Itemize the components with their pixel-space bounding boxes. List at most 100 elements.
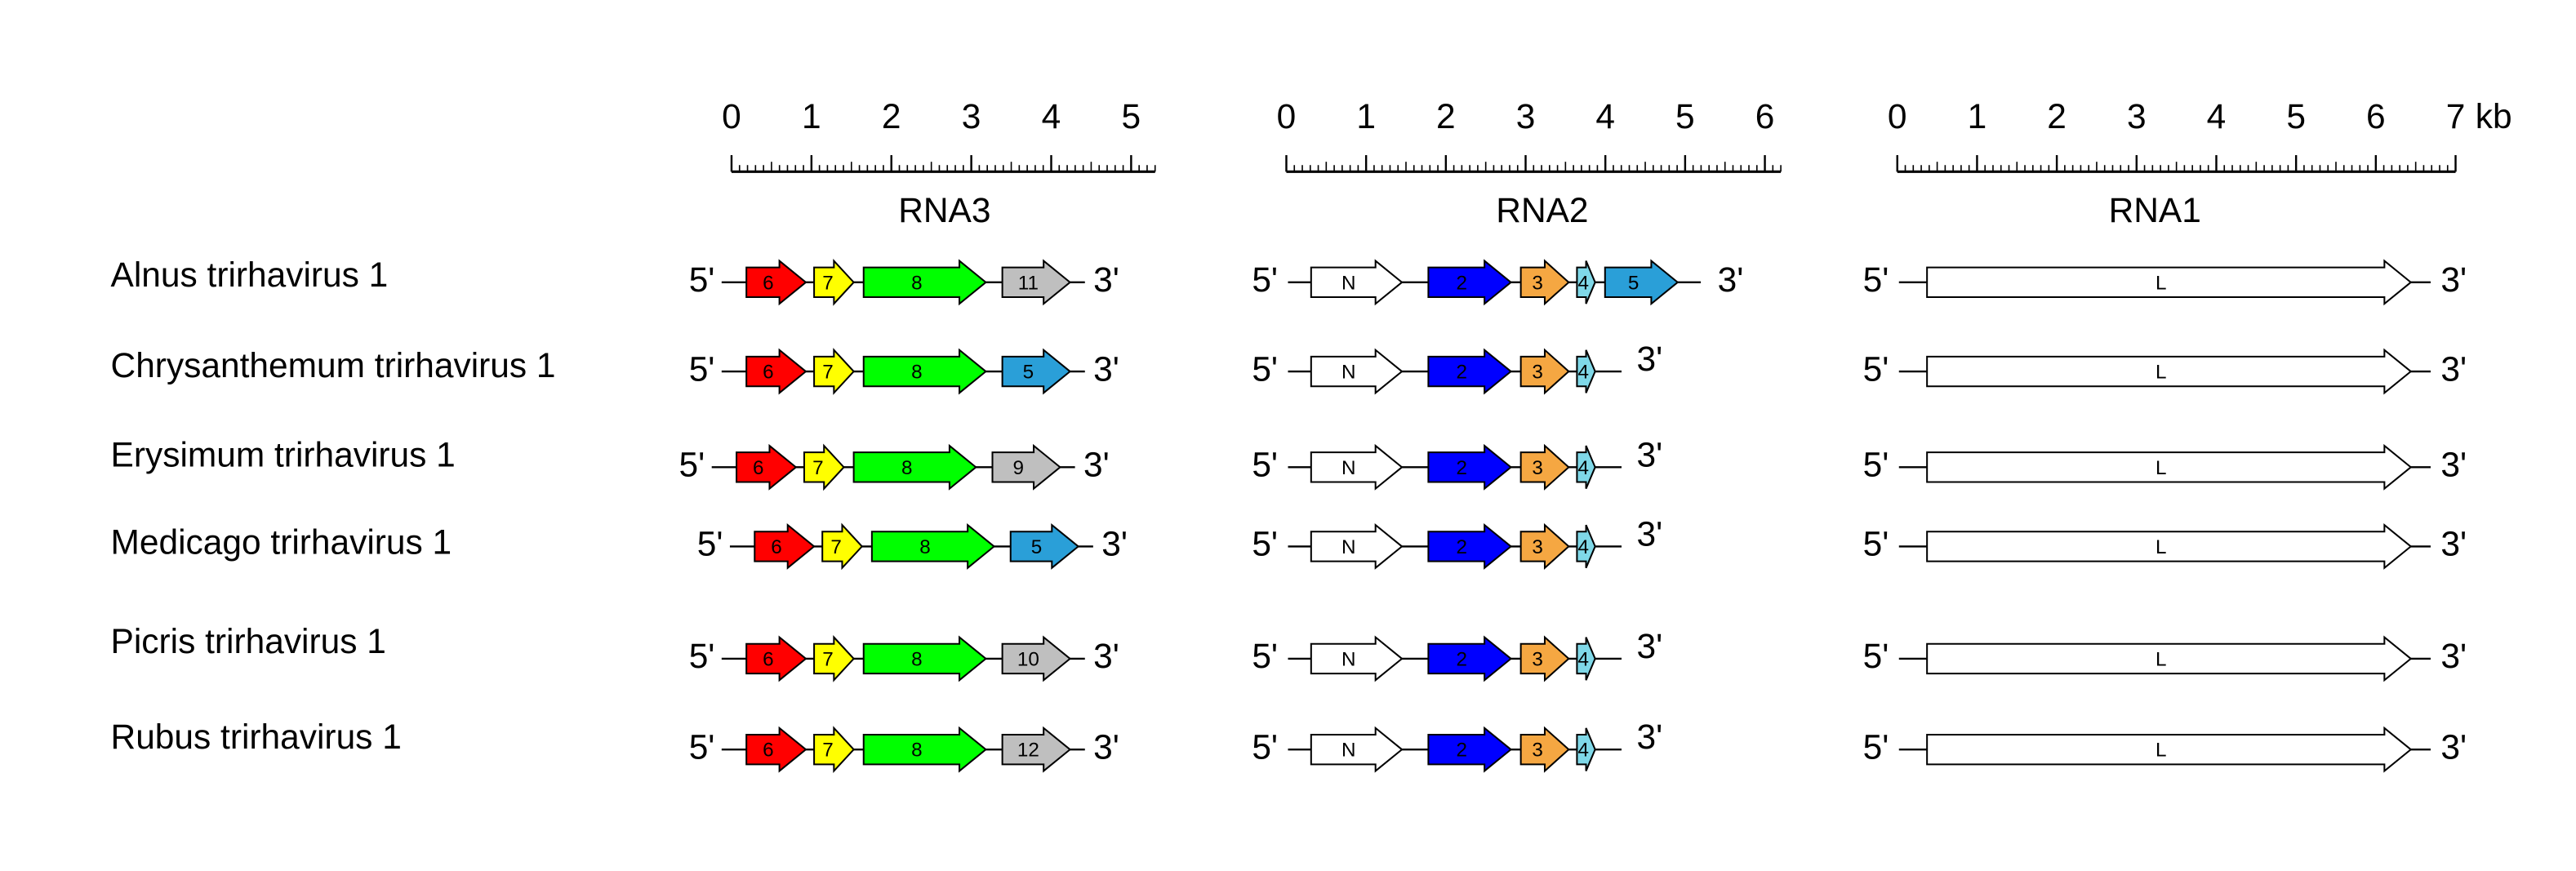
orf-label: 8 [911, 740, 923, 762]
orf-arrow [754, 522, 816, 570]
orf-arrow [1576, 349, 1596, 393]
scale-tick-label: 4 [2207, 97, 2227, 136]
three-prime: 3' [1637, 718, 1663, 756]
scale-tick-label: 4 [1042, 97, 1061, 136]
orf-label: 7 [822, 648, 834, 670]
five-prime: 5' [1863, 637, 1889, 675]
orf-label: L [2156, 648, 2167, 670]
three-prime: 3' [2440, 525, 2467, 563]
orf-arrow [813, 635, 855, 682]
scale-tick-label: 1 [802, 97, 821, 136]
orf-label: 8 [901, 457, 913, 479]
orf-arrow [745, 726, 808, 773]
orf-label: 6 [763, 648, 774, 670]
orf-arrow [1519, 443, 1570, 491]
orf-arrow [1519, 259, 1570, 306]
virus-name: Medicago trirhavirus 1 [111, 523, 452, 562]
orf-label: 5 [1023, 361, 1034, 383]
orf-arrow [862, 635, 988, 682]
orf-arrow [813, 726, 855, 774]
three-prime: 3' [2440, 727, 2467, 766]
virus-name: Picris trirhavirus 1 [111, 622, 386, 660]
orf-label: 4 [1577, 272, 1589, 294]
five-prime: 5' [1863, 446, 1889, 484]
orf-label: 8 [911, 648, 923, 670]
orf-label: 5 [1031, 536, 1043, 558]
orf-arrow [1427, 443, 1513, 491]
scale-tick-label: 6 [1755, 97, 1775, 136]
three-prime: 3' [2440, 260, 2467, 299]
orf-label: 9 [1012, 457, 1024, 479]
orf-arrow [803, 443, 845, 491]
scale-tick-label: 2 [1436, 97, 1456, 136]
orf-arrow [1519, 348, 1570, 395]
orf-arrow [813, 348, 855, 395]
orf-arrow [852, 443, 977, 491]
five-prime: 5' [689, 727, 715, 766]
orf-arrow [1576, 524, 1596, 569]
orf-label: 10 [1017, 648, 1039, 670]
three-prime: 3' [1637, 627, 1663, 665]
orf-label: N [1341, 648, 1356, 670]
orf-arrow [1519, 635, 1570, 682]
orf-label: 3 [1532, 536, 1543, 558]
orf-label: 2 [1457, 740, 1468, 762]
orf-label: L [2156, 740, 2167, 762]
orf-arrow [1576, 727, 1596, 771]
virus-name: Alnus trirhavirus 1 [111, 256, 389, 294]
virus-name: Erysimum trirhavirus 1 [111, 435, 456, 473]
orf-arrow [1926, 635, 2413, 682]
five-prime: 5' [697, 525, 723, 563]
scale-tick-label: 0 [1888, 97, 1907, 136]
orf-label: L [2156, 361, 2167, 383]
three-prime: 3' [1718, 260, 1744, 299]
orf-arrow [1001, 348, 1072, 395]
orf-arrow [1310, 522, 1404, 570]
three-prime: 3' [1637, 435, 1663, 473]
orf-arrow [1001, 259, 1072, 306]
five-prime: 5' [689, 637, 715, 675]
orf-label: 4 [1577, 457, 1589, 479]
orf-arrow [1001, 635, 1072, 682]
three-prime: 3' [1083, 446, 1110, 484]
scale-tick-label: 7 [2446, 97, 2466, 136]
three-prime: 3' [1093, 727, 1119, 766]
orf-arrow [1310, 259, 1404, 306]
orf-arrow [1604, 259, 1680, 306]
orf-label: 2 [1457, 272, 1468, 294]
orf-label: 6 [763, 740, 774, 762]
five-prime: 5' [1252, 525, 1278, 563]
three-prime: 3' [1101, 525, 1128, 563]
scale-tick-label: 3 [1516, 97, 1536, 136]
orf-label: 2 [1457, 361, 1468, 383]
three-prime: 3' [2440, 637, 2467, 675]
five-prime: 5' [1252, 260, 1278, 299]
three-prime: 3' [1093, 637, 1119, 675]
orf-arrow [1001, 726, 1072, 773]
orf-arrow [991, 443, 1062, 491]
five-prime: 5' [679, 446, 705, 484]
scale-tick-label: 5 [1122, 97, 1141, 136]
orf-label: N [1341, 740, 1356, 762]
orf-arrow [1427, 348, 1513, 395]
orf-label: 6 [763, 272, 774, 294]
three-prime: 3' [1637, 340, 1663, 378]
orf-arrow [1519, 522, 1570, 570]
orf-label: 4 [1577, 648, 1589, 670]
orf-label: 3 [1532, 361, 1543, 383]
orf-arrow [1926, 348, 2413, 395]
five-prime: 5' [1863, 525, 1889, 563]
orf-arrow [1576, 260, 1596, 304]
orf-label: 8 [911, 272, 923, 294]
scale-tick-label: 1 [1356, 97, 1376, 136]
five-prime: 5' [689, 260, 715, 299]
orf-arrow [1427, 259, 1513, 306]
scale-unit: kb [2476, 97, 2512, 136]
five-prime: 5' [1863, 727, 1889, 766]
orf-label: 6 [753, 457, 764, 479]
orf-label: 2 [1457, 457, 1468, 479]
five-prime: 5' [689, 349, 715, 388]
orf-label: 8 [911, 361, 923, 383]
orf-arrow [862, 726, 988, 773]
orf-arrow [1576, 445, 1596, 490]
